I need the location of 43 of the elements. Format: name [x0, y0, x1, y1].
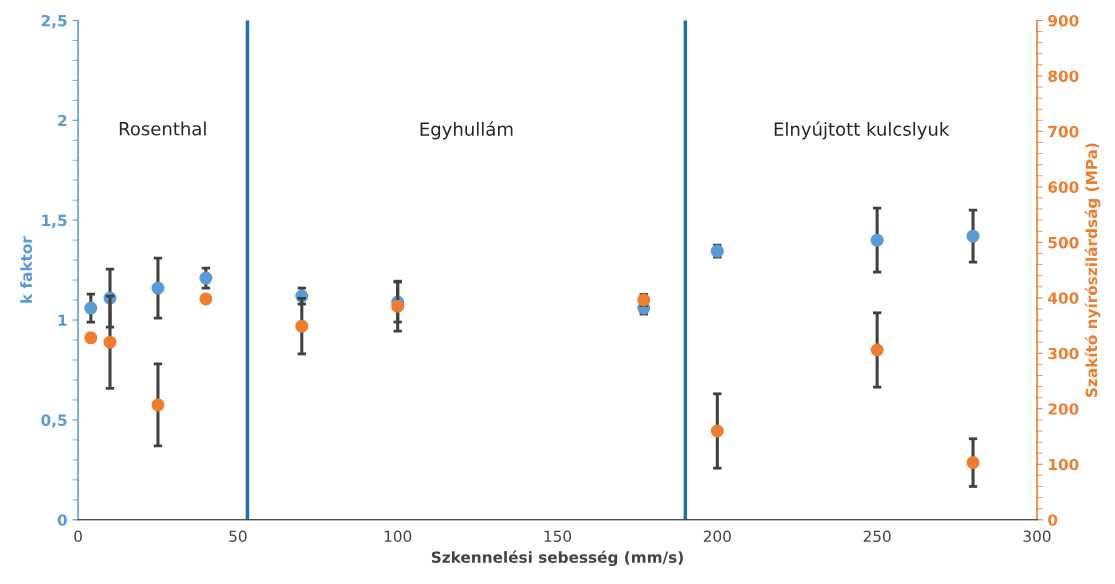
x-tick-label: 150 — [544, 530, 572, 542]
x-tick-label: 50 — [229, 530, 247, 542]
point — [84, 301, 98, 315]
y2-tick-label: 100 — [1049, 458, 1079, 471]
y-tick-label: 1,5 — [42, 214, 67, 229]
point — [199, 271, 213, 285]
point — [151, 281, 165, 295]
x-tick-label: 0 — [74, 530, 82, 542]
point — [966, 229, 980, 243]
y2-tick-label: 700 — [1048, 125, 1079, 138]
y2-tick-label: 800 — [1048, 70, 1079, 82]
y2-tick-label: 0 — [1048, 514, 1058, 526]
y2-axis-title: Szakító nyírószilárdság (MPa) — [1084, 143, 1101, 397]
point — [103, 335, 117, 349]
point — [84, 331, 98, 345]
point — [710, 424, 724, 438]
point — [295, 319, 309, 333]
point — [870, 343, 884, 357]
x-tick-label: 250 — [863, 530, 891, 542]
y2-tick-label: 600 — [1048, 181, 1079, 193]
annotation: Elnyújtott kulcslyuk — [774, 121, 950, 140]
y-tick-label: 2,5 — [41, 14, 67, 29]
y-tick-label: 0 — [57, 514, 67, 526]
x-axis-title: Szkennelési sebesség (mm/s) — [431, 550, 683, 567]
annotation: Rosenthal — [119, 121, 206, 136]
y-tick-label: 1 — [58, 314, 67, 326]
y2-tick-label: 400 — [1048, 292, 1079, 304]
point — [870, 233, 884, 247]
y2-tick-label: 500 — [1048, 236, 1079, 249]
y2-tick-label: 900 — [1048, 14, 1079, 27]
y2-tick-label: 200 — [1048, 403, 1079, 415]
point — [151, 398, 165, 412]
y-tick-label: 2 — [58, 114, 67, 127]
y-axis-title: k faktor — [20, 236, 33, 303]
y-tick-label: 0,5 — [41, 414, 67, 428]
x-tick-label: 200 — [703, 530, 731, 542]
x-tick-label: 100 — [384, 530, 412, 542]
annotation: Egyhullám — [420, 121, 513, 140]
point — [199, 292, 213, 306]
x-tick-label: 300 — [1023, 530, 1051, 542]
y2-tick-label: 300 — [1048, 347, 1079, 360]
point — [966, 456, 980, 470]
point — [391, 299, 405, 313]
